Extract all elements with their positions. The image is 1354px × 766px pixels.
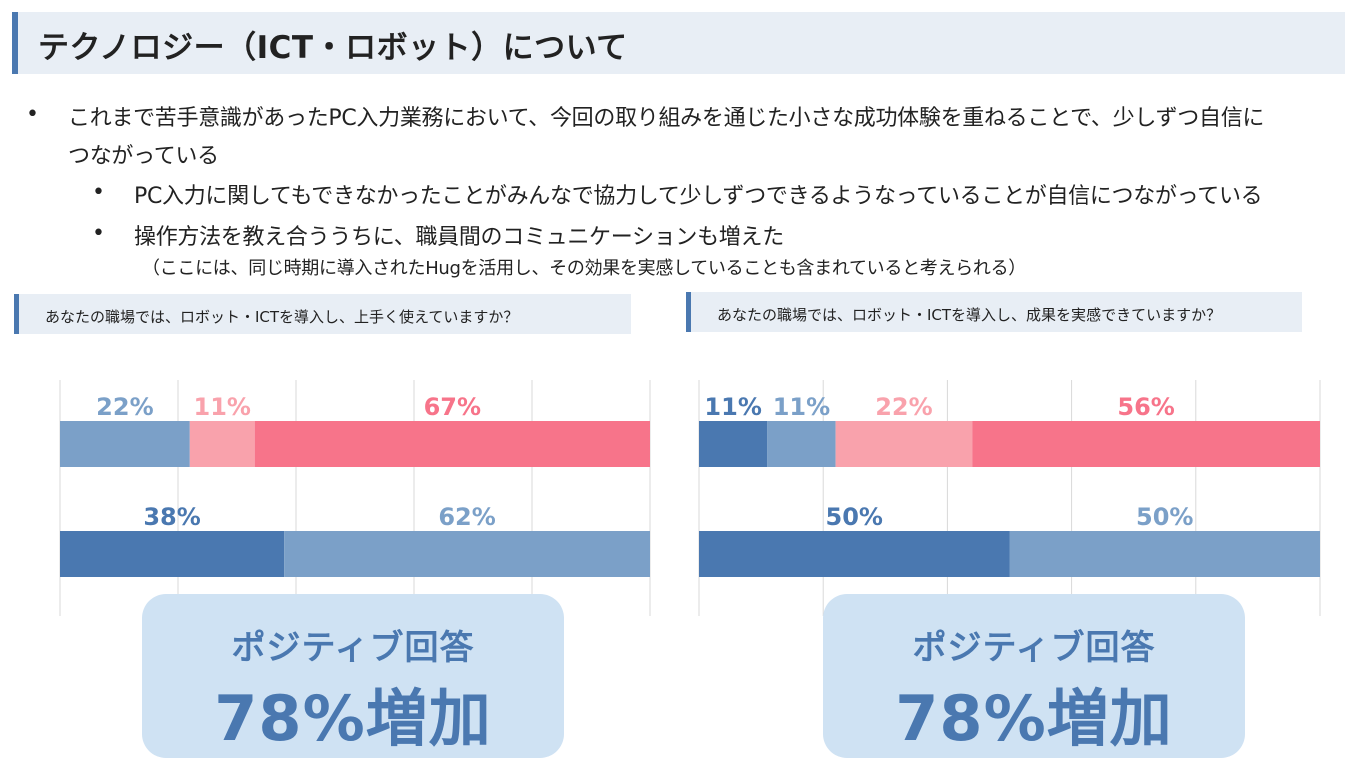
data-label: 22% <box>875 393 932 421</box>
data-label: 11% <box>704 393 761 421</box>
page-title: テクノロジー（ICT・ロボット）について <box>38 30 628 66</box>
data-label: 67% <box>424 393 481 421</box>
callout-label: ポジティブ回答 <box>231 628 475 668</box>
question-text-right: あなたの職場では、ロボット・ICTを導入し、成果を実感できていますか？ <box>717 306 1222 324</box>
question-header-left: あなたの職場では、ロボット・ICTを導入し、上手く使えていますか？ <box>14 294 631 334</box>
bar-segment <box>767 421 836 467</box>
chart-left-svg: 22% 11% 67% 38% 62% <box>59 380 651 616</box>
data-label: 62% <box>438 503 495 531</box>
bullet-3-line-1: 操作方法を教え合ううちに、職員間のコミュニケーションも増えた <box>134 225 784 250</box>
bar-segment <box>189 421 255 467</box>
callout-label: ポジティブ回答 <box>912 628 1156 668</box>
bar-segment <box>60 421 190 467</box>
bullet-dot: • <box>92 221 105 246</box>
data-label: 22% <box>96 393 153 421</box>
bar-segment <box>699 421 768 467</box>
data-label: 38% <box>143 503 200 531</box>
bar-segment <box>60 531 285 577</box>
chart-right-svg: 11% 11% 22% 56% 50% 50% <box>698 380 1321 616</box>
bar-segment <box>1009 531 1320 577</box>
bar-segment <box>835 421 973 467</box>
bar-segment <box>972 421 1320 467</box>
bar-segment <box>254 421 650 467</box>
callout-value: 78%増加 <box>214 682 492 755</box>
bullet-1-line-2: つながっている <box>68 144 219 169</box>
bullet-dot: • <box>26 102 39 127</box>
question-header-right: あなたの職場では、ロボット・ICTを導入し、成果を実感できていますか？ <box>686 292 1302 332</box>
question-text-left: あなたの職場では、ロボット・ICTを導入し、上手く使えていますか？ <box>45 308 519 326</box>
callout-value: 78%増加 <box>895 682 1173 755</box>
data-label: 56% <box>1117 393 1174 421</box>
data-label: 50% <box>1136 503 1193 531</box>
chart-left: 22% 11% 67% 38% 62% <box>59 380 651 616</box>
bullet-2-line-1: PC入力に関してもできなかったことがみんなで協力して少しずつできるようなっている… <box>134 184 1263 209</box>
bullet-1-line-1: これまで苦手意識があったPC入力業務において、今回の取り組みを通じた小さな成功体… <box>68 106 1265 131</box>
callout-right: ポジティブ回答 78%増加 <box>823 594 1245 758</box>
bar-segment <box>284 531 650 577</box>
bullet-dot: • <box>92 180 105 205</box>
bar-segment <box>699 531 1010 577</box>
data-label: 50% <box>826 503 883 531</box>
note-text: （ここには、同じ時期に導入されたHugを活用し、その効果を実感していることも含ま… <box>142 258 1026 279</box>
chart-right: 11% 11% 22% 56% 50% 50% <box>698 380 1321 616</box>
data-label: 11% <box>194 393 251 421</box>
callout-left: ポジティブ回答 78%増加 <box>142 594 564 758</box>
data-label: 11% <box>773 393 830 421</box>
bullet-list: • これまで苦手意識があったPC入力業務において、今回の取り組みを通じた小さな成… <box>0 0 1354 290</box>
title-bar: テクノロジー（ICT・ロボット）について <box>12 12 1345 74</box>
